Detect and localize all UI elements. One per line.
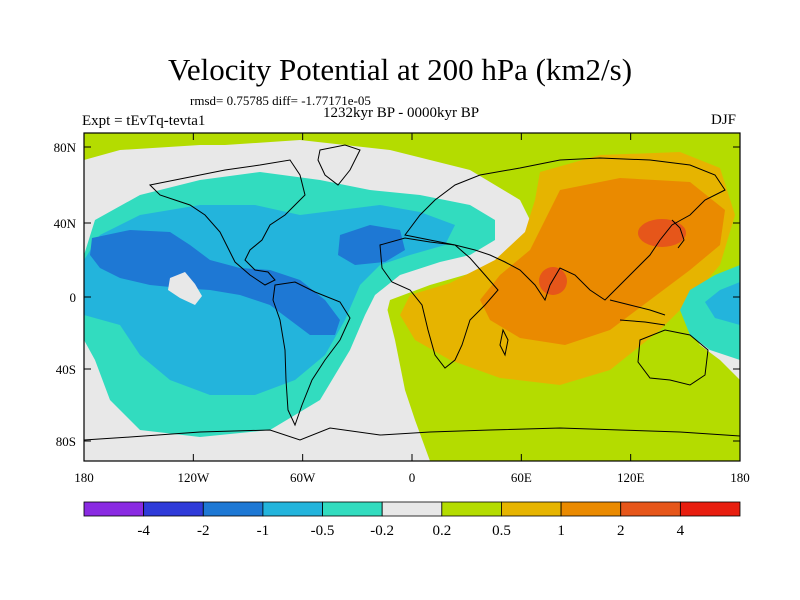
coast-north-america	[148, 159, 306, 286]
colorbar-swatch	[143, 501, 204, 517]
colorbar-label: -0.5	[311, 523, 335, 539]
contour-blue-atlantic	[338, 225, 405, 265]
lat-tick-label: 0	[70, 290, 77, 305]
coast-south-america	[272, 281, 351, 427]
colorbar-label: -0.2	[370, 523, 394, 539]
lat-tick-label: 40N	[54, 216, 77, 231]
lon-tick-label: 120E	[617, 470, 645, 485]
contour-neutral-island	[168, 272, 202, 305]
colorbar-swatch	[441, 501, 502, 517]
colorbar-label: -1	[257, 523, 270, 539]
stats-label: rmsd= 0.75785 diff= -1.77171e-05	[190, 93, 371, 108]
colorbar-swatch	[322, 501, 383, 517]
lon-tick-label: 60E	[511, 470, 532, 485]
colorbar-label: -2	[197, 523, 210, 539]
lat-tick-label: 80S	[56, 434, 76, 449]
lon-tick-label: 0	[409, 470, 416, 485]
lon-tick-label: 120W	[177, 470, 210, 485]
coast-madagascar	[499, 328, 509, 357]
lon-tick-label: 180	[730, 470, 750, 485]
colorbar-swatch	[620, 501, 681, 517]
colorbar-swatch	[202, 501, 264, 517]
coast-japan	[671, 219, 685, 249]
longitude-axis: 180 120W 60W 0 60E 120E 180	[74, 133, 750, 485]
coast-greenland	[317, 144, 361, 186]
season-label: DJF	[711, 112, 737, 128]
period-label: 1232kyr BP - 0000kyr BP	[323, 105, 480, 121]
colorbar-label: 0.5	[492, 523, 511, 539]
contour-red-india	[539, 267, 567, 295]
coast-australia	[637, 329, 709, 386]
contour-red-east-asia	[638, 219, 686, 247]
coast-eurasia	[404, 157, 726, 302]
map-title: Velocity Potential at 200 hPa (km2/s)	[167, 52, 633, 87]
colorbar-label: 0.2	[432, 523, 451, 539]
coast-antarctica	[84, 427, 740, 441]
lon-tick-label: 180	[74, 470, 94, 485]
contour-blue	[90, 230, 340, 335]
lat-tick-label: 80N	[54, 140, 77, 155]
contour-cyan-east	[705, 282, 740, 325]
colorbar-label: 4	[677, 523, 685, 539]
colorbar-label: 1	[557, 523, 565, 539]
colorbar-swatch	[679, 501, 741, 517]
colorbar-swatch	[381, 501, 443, 517]
experiment-label: Expt = tEvTq-tevta1	[82, 113, 206, 129]
coast-maritime-se-asia	[609, 299, 666, 326]
colorbar-label: -4	[137, 523, 150, 539]
colorbar-swatch	[501, 501, 562, 517]
lon-tick-label: 60W	[290, 470, 316, 485]
contour-field	[84, 133, 740, 461]
colorbar: -4 -2 -1 -0.5 -0.2 0.2 0.5 1 2 4	[83, 501, 741, 539]
coastlines	[84, 144, 740, 441]
colorbar-swatch	[83, 501, 145, 517]
colorbar-swatch	[560, 501, 622, 517]
latitude-axis: 80N 40N 0 40S 80S	[54, 140, 740, 449]
colorbar-swatch	[262, 501, 323, 517]
lat-tick-label: 40S	[56, 362, 76, 377]
colorbar-label: 2	[617, 523, 625, 539]
